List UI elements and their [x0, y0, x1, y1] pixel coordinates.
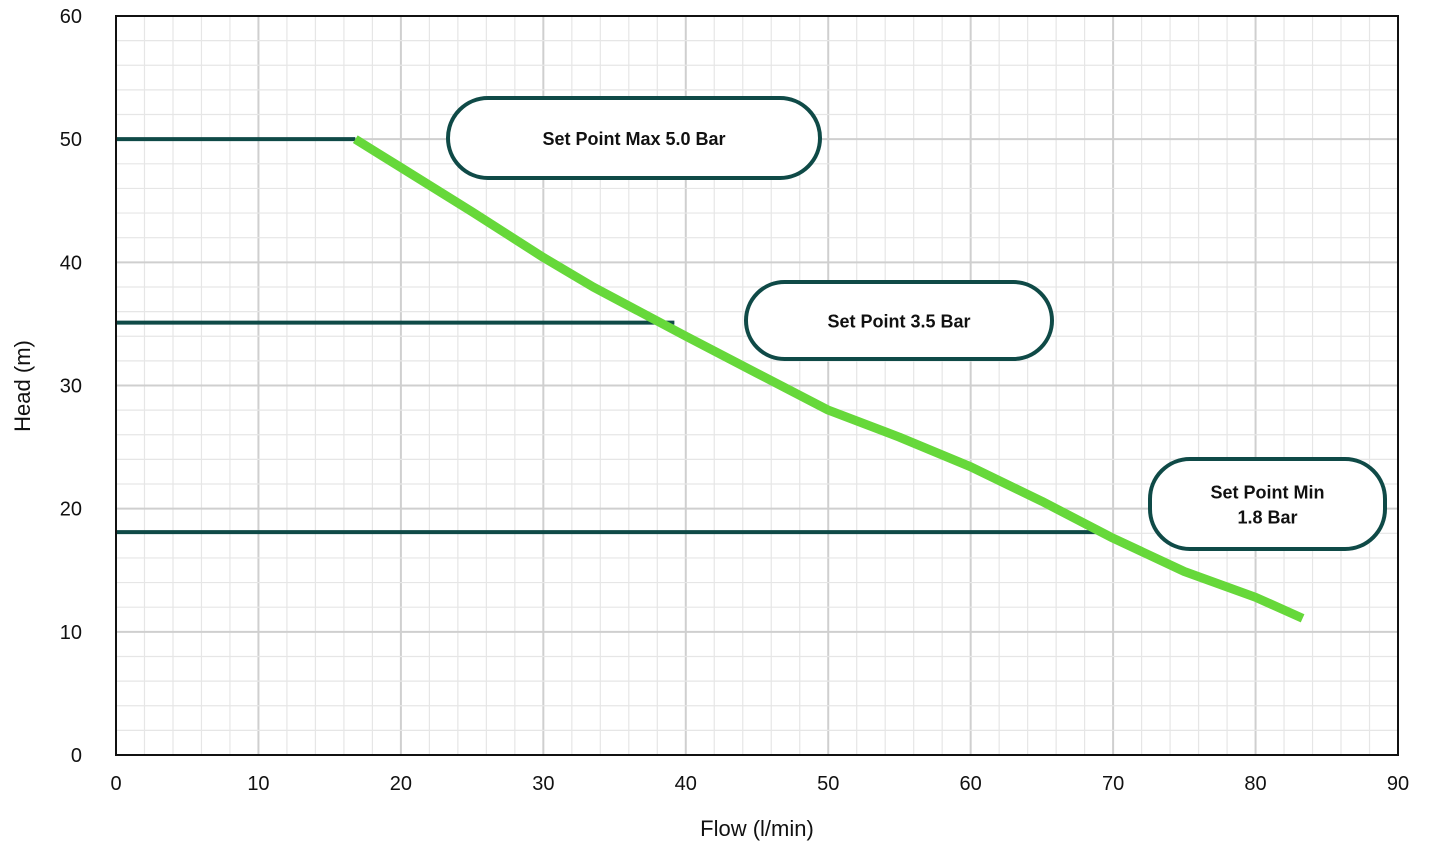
- pump-curve: [352, 135, 1305, 623]
- pump-curve-line: [352, 135, 1305, 623]
- x-tick-label: 0: [110, 773, 121, 795]
- x-tick-label: 80: [1244, 773, 1266, 795]
- callout-label: Set Point Max 5.0 Bar: [542, 129, 725, 149]
- setpoint-lines: [116, 137, 1106, 535]
- x-tick-label: 30: [532, 773, 554, 795]
- plot-frame: [115, 15, 1399, 756]
- callout-bubble: [1148, 457, 1387, 551]
- y-tick-label: 60: [60, 6, 82, 28]
- callout-bubble: [744, 280, 1054, 361]
- x-axis-title: Flow (l/min): [700, 816, 814, 841]
- x-tick-label: 40: [675, 773, 697, 795]
- axis-ticks: 0 10 20 30 40 50 60 70 80 90 0 10 20 30 40 50 60: [60, 6, 1409, 795]
- callout-label: 1.8 Bar: [1237, 508, 1297, 528]
- x-tick-label: 90: [1387, 773, 1409, 795]
- callout-label: Set Point Min: [1211, 483, 1325, 503]
- y-tick-label: 20: [60, 499, 82, 521]
- y-tick-label: 50: [60, 129, 82, 151]
- x-tick-label: 10: [247, 773, 269, 795]
- callouts: Set Point Max 5.0 Bar Set Point 3.5 Bar Se…: [446, 96, 1387, 551]
- y-tick-label: 0: [71, 745, 82, 767]
- y-tick-label: 40: [60, 252, 82, 274]
- x-tick-label: 50: [817, 773, 839, 795]
- x-tick-label: 20: [390, 773, 412, 795]
- callout-bubble: [446, 96, 822, 180]
- x-tick-label: 70: [1102, 773, 1124, 795]
- y-tick-label: 10: [60, 622, 82, 644]
- x-tick-label: 60: [960, 773, 982, 795]
- callout-label: Set Point 3.5 Bar: [827, 312, 970, 332]
- y-axis-title: Head (m): [10, 340, 35, 432]
- y-tick-label: 30: [60, 376, 82, 398]
